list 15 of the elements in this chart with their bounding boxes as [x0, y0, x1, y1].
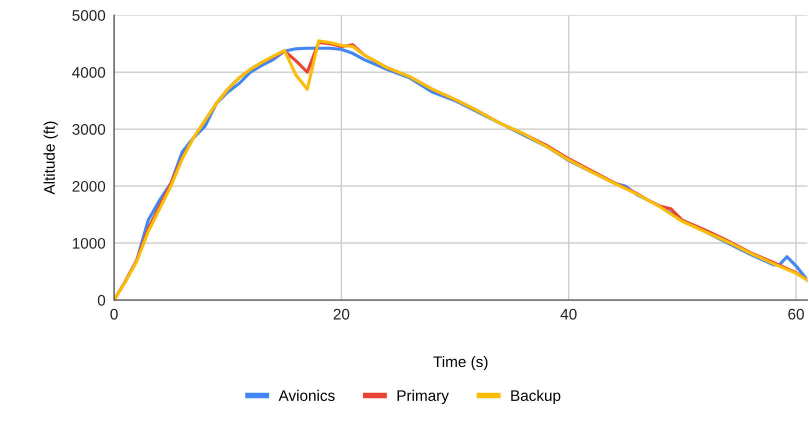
- y-tick-label: 2000: [72, 180, 106, 192]
- y-tick-label: 3000: [72, 124, 106, 135]
- y-tick-label: 1000: [72, 238, 106, 249]
- legend-label: Backup: [511, 390, 560, 404]
- y-tick-label: 0: [98, 294, 106, 306]
- y-tick-label: 5000: [72, 10, 106, 21]
- x-tick-label: 0: [110, 308, 118, 320]
- x-tick-label: 20: [334, 308, 350, 320]
- x-axis-title: Time (s): [433, 356, 488, 370]
- y-axis-title: Altitude (ft): [44, 122, 58, 195]
- legend-label: Avionics: [278, 390, 335, 402]
- x-tick-label: 40: [560, 308, 577, 320]
- legend-label: Primary: [398, 390, 449, 404]
- y-tick-label: 4000: [72, 67, 106, 78]
- x-tick-label: 60: [788, 308, 804, 320]
